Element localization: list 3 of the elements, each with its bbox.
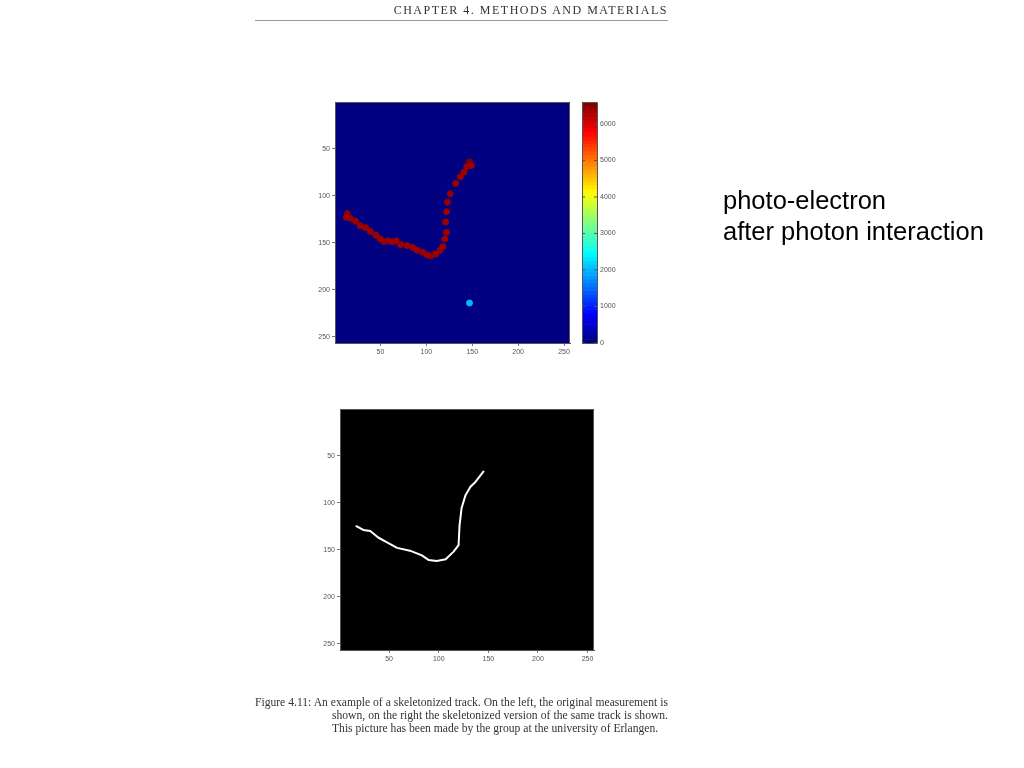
caption: Figure 4.11: An example of a skeletonized track. On the left, the original measurement is shown, on the right the skeletonized version of the same track is shown. This picture has been made by the group at the university of Erlangen. (255, 696, 668, 735)
text: photo-electron after photon interaction (723, 185, 984, 247)
text: CHAPTER 4. METHODS AND MATERIALS (392, 3, 668, 18)
